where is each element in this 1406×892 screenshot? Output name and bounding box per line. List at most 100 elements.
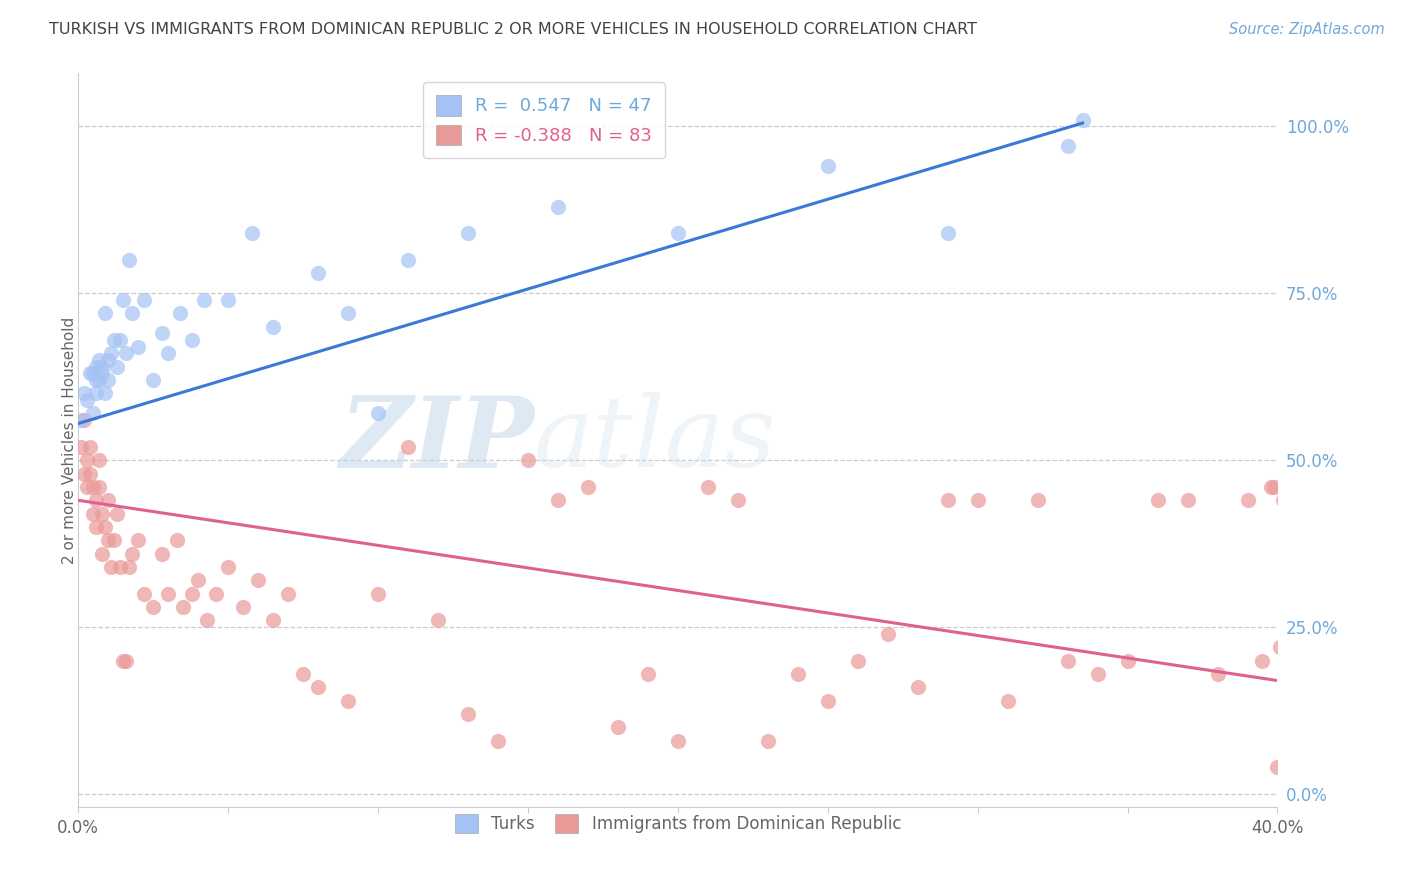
- Point: [756, 733, 779, 747]
- Point: [87, 353, 110, 368]
- Point: [76, 453, 98, 467]
- Point: [73, 413, 96, 427]
- Text: atlas: atlas: [534, 392, 776, 488]
- Point: [1251, 654, 1274, 668]
- Point: [786, 666, 808, 681]
- Point: [108, 333, 131, 347]
- Point: [94, 386, 117, 401]
- Point: [606, 720, 628, 734]
- Point: [195, 614, 218, 628]
- Text: ZIP: ZIP: [339, 392, 534, 489]
- Point: [846, 654, 869, 668]
- Point: [486, 733, 509, 747]
- Point: [1267, 760, 1289, 774]
- Point: [217, 560, 239, 574]
- Point: [87, 480, 110, 494]
- Point: [121, 306, 143, 320]
- Point: [666, 733, 689, 747]
- Point: [70, 440, 93, 454]
- Point: [367, 587, 389, 601]
- Point: [907, 680, 929, 694]
- Point: [1071, 112, 1094, 127]
- Point: [169, 306, 191, 320]
- Point: [1026, 493, 1049, 508]
- Point: [817, 693, 839, 707]
- Text: Source: ZipAtlas.com: Source: ZipAtlas.com: [1229, 22, 1385, 37]
- Point: [73, 467, 96, 481]
- Point: [292, 666, 315, 681]
- Point: [70, 413, 93, 427]
- Point: [73, 386, 96, 401]
- Point: [1146, 493, 1168, 508]
- Point: [94, 306, 117, 320]
- Point: [166, 533, 188, 548]
- Point: [105, 507, 128, 521]
- Point: [576, 480, 599, 494]
- Point: [187, 574, 209, 588]
- Point: [87, 453, 110, 467]
- Point: [247, 574, 270, 588]
- Point: [118, 560, 141, 574]
- Point: [84, 386, 107, 401]
- Point: [82, 507, 104, 521]
- Point: [240, 226, 263, 240]
- Point: [516, 453, 538, 467]
- Point: [150, 547, 173, 561]
- Point: [87, 373, 110, 387]
- Point: [157, 346, 180, 360]
- Point: [1236, 493, 1258, 508]
- Point: [1177, 493, 1199, 508]
- Point: [112, 293, 135, 307]
- Point: [193, 293, 215, 307]
- Point: [115, 654, 138, 668]
- Point: [121, 547, 143, 561]
- Point: [1275, 654, 1298, 668]
- Point: [966, 493, 988, 508]
- Point: [396, 252, 419, 267]
- Point: [336, 306, 359, 320]
- Point: [1260, 480, 1282, 494]
- Point: [127, 533, 149, 548]
- Point: [457, 226, 479, 240]
- Point: [76, 480, 98, 494]
- Point: [1087, 666, 1109, 681]
- Point: [217, 293, 239, 307]
- Point: [142, 373, 165, 387]
- Point: [1056, 139, 1078, 153]
- Point: [97, 373, 120, 387]
- Point: [426, 614, 449, 628]
- Point: [262, 614, 284, 628]
- Point: [127, 340, 149, 354]
- Point: [336, 693, 359, 707]
- Point: [79, 367, 101, 381]
- Point: [84, 373, 107, 387]
- Point: [637, 666, 659, 681]
- Point: [457, 706, 479, 721]
- Point: [132, 587, 155, 601]
- Point: [100, 560, 122, 574]
- Point: [79, 440, 101, 454]
- Point: [205, 587, 228, 601]
- Point: [367, 407, 389, 421]
- Point: [97, 533, 120, 548]
- Point: [666, 226, 689, 240]
- Point: [1278, 493, 1301, 508]
- Point: [91, 547, 114, 561]
- Point: [82, 480, 104, 494]
- Point: [936, 226, 959, 240]
- Point: [696, 480, 718, 494]
- Point: [1272, 493, 1295, 508]
- Point: [1056, 654, 1078, 668]
- Point: [307, 266, 329, 280]
- Point: [232, 600, 254, 615]
- Point: [1206, 666, 1229, 681]
- Point: [82, 407, 104, 421]
- Point: [181, 587, 204, 601]
- Point: [100, 346, 122, 360]
- Point: [262, 319, 284, 334]
- Point: [97, 353, 120, 368]
- Point: [817, 160, 839, 174]
- Point: [103, 533, 125, 548]
- Point: [181, 333, 204, 347]
- Point: [876, 627, 898, 641]
